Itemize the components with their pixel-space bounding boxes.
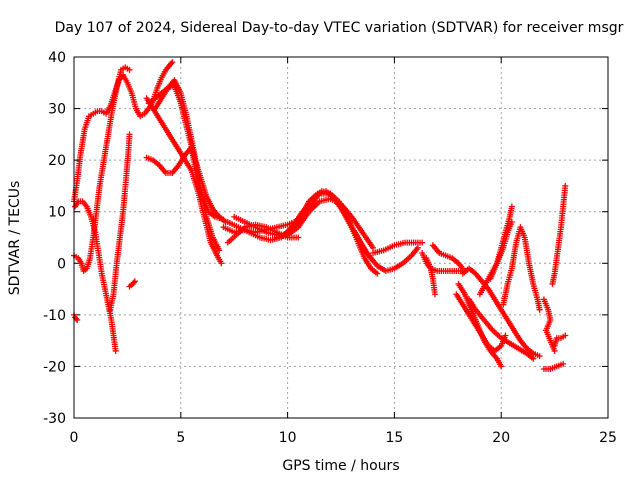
data-point [562,182,569,189]
data-point [551,347,558,354]
y-tick-label: -10 [43,308,66,324]
data-point [431,291,438,298]
data-point [169,59,176,66]
series-arc-u [453,291,509,354]
data-point [498,363,505,370]
series-arc-p [273,188,421,275]
series-arc-c [71,64,133,275]
series-arc-z [500,224,543,313]
series-arc-ac [540,360,567,373]
data-point [295,234,302,241]
y-tick-label: 0 [57,256,66,272]
x-tick-label: 20 [492,430,510,446]
data-point [508,219,515,226]
data-point [419,239,426,246]
data-point [112,347,119,354]
y-tick-labels: -30 -20 -10 0 10 20 30 40 [43,50,66,427]
data-point [218,260,225,267]
series-arc-w [459,265,543,360]
data-point [562,332,569,339]
data-point [560,360,567,367]
data-point [216,247,223,254]
data-point [414,244,421,251]
x-axis-label: GPS time / hours [282,458,399,474]
data-point [126,131,133,138]
x-tick-label: 5 [176,430,185,446]
data-point [130,279,137,286]
series-arc-aa [487,203,515,282]
x-tick-label: 15 [385,430,403,446]
x-tick-label: 25 [599,430,617,446]
series-arc-ad [551,332,569,349]
data-point [220,216,227,223]
series-arc-j [152,77,223,254]
chart-title: Day 107 of 2024, Sidereal Day-to-day VTE… [55,20,624,36]
series-arc-x [466,296,537,362]
y-tick-label: 30 [48,102,66,118]
data-point [126,66,133,73]
y-axis-label: SDTVAR / TECUs [7,181,23,296]
data-point [168,60,175,67]
series-arc-ae [549,182,569,287]
series-arc-ab [540,296,558,354]
series-arc-m [231,195,377,251]
series-arc-a [71,311,81,324]
y-tick-label: 40 [48,50,66,66]
data-point [502,332,509,339]
y-tick-label: -30 [43,411,66,427]
data-point [131,278,138,285]
series-arc-t [419,249,468,275]
x-tick-label: 10 [279,430,297,446]
y-tick-label: -20 [43,359,66,375]
x-tick-label: 0 [70,430,79,446]
plot-frame [73,56,609,419]
data-point [508,203,515,210]
y-tick-label: 20 [48,153,66,169]
y-tick-label: 10 [48,205,66,221]
data-point [74,317,81,324]
data-point [536,306,543,313]
series-arc-s [429,242,466,272]
data-point [370,244,377,251]
data-point [536,353,543,360]
data-point [530,355,537,362]
x-tick-labels: 0 5 10 15 20 25 [70,430,617,446]
series-arc-q [370,239,426,256]
series-arc-e [107,131,133,313]
data-points [71,59,569,373]
data-point [374,270,381,277]
series-arc-f [126,278,138,290]
